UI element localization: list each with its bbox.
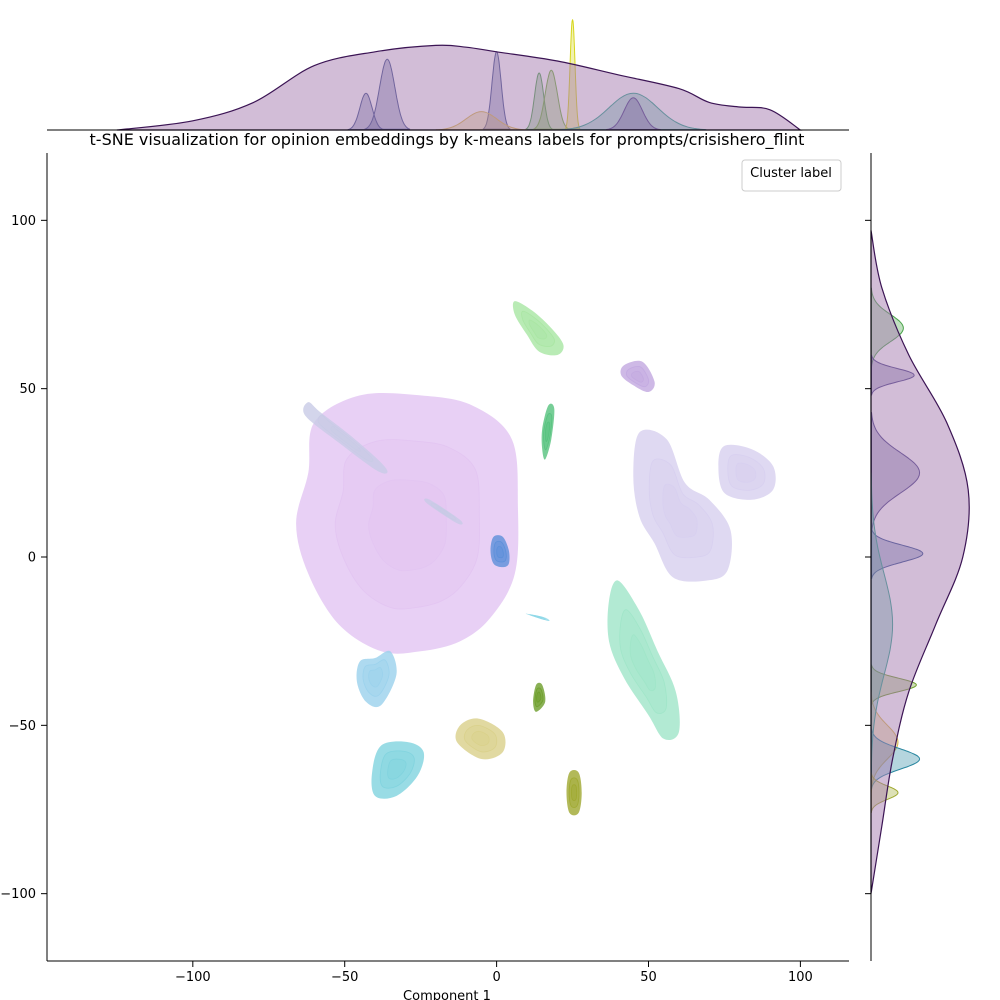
cluster-7-region [633, 429, 732, 582]
cluster-4-region [512, 301, 564, 356]
cluster-6-density [620, 360, 655, 393]
cluster-11-contour-1 [368, 666, 384, 688]
x-tick-label: 0 [492, 970, 500, 985]
legend-title: Cluster label [750, 166, 832, 181]
y-tick-label: 100 [11, 214, 36, 229]
top-marginal-kde [47, 19, 849, 131]
cluster-11-contour-0 [362, 659, 390, 697]
cluster-0-region [296, 392, 519, 654]
cluster-3-contour-1 [496, 546, 504, 559]
cluster-1-contour-1 [330, 425, 361, 452]
cluster-9-region [607, 580, 680, 741]
cluster-1-region [303, 402, 388, 474]
cluster-1-density [303, 402, 388, 474]
cluster-6-contour-1 [631, 370, 644, 383]
x-tick-label: −50 [331, 970, 358, 985]
x-tick-label: 100 [788, 970, 813, 985]
cluster-10-contour-1 [533, 615, 543, 619]
chart-title: t-SNE visualization for opinion embeddin… [90, 130, 805, 150]
cluster-11-density [356, 650, 397, 708]
cluster-15-density [566, 769, 582, 816]
cluster-14-density [371, 741, 425, 799]
y-tick-label: −100 [0, 887, 36, 902]
cluster-2-density [424, 498, 463, 525]
cluster-13-contour-1 [471, 730, 490, 747]
x-tick-label: 50 [640, 970, 657, 985]
cluster-7-contour-0 [648, 458, 714, 559]
cluster-5-contour-1 [544, 421, 551, 442]
cluster-2-region [424, 498, 463, 525]
y-tick-label: −50 [9, 719, 36, 734]
right-marginal-ticks [865, 219, 871, 895]
cluster-15-contour-1 [570, 784, 578, 801]
cluster-5-region [541, 403, 555, 460]
cluster-2-contour-0 [430, 502, 457, 521]
cluster-11-region [356, 650, 397, 708]
cluster-13-contour-0 [463, 724, 498, 753]
cluster-7-density [633, 429, 732, 582]
y-axis-ticks: 100 50 0 −50 −100 [0, 214, 47, 902]
cluster-9-contour-1 [629, 634, 656, 692]
y-tick-label: 50 [19, 382, 36, 397]
right-marginal-kde [870, 153, 970, 961]
cluster-14-contour-1 [387, 758, 407, 780]
legend-frame [741, 159, 842, 192]
main-axes: −100 −50 0 50 100 100 50 0 −50 −100 Component 1 [0, 153, 871, 1000]
cluster-8-density [718, 444, 776, 500]
x-axis-ticks: −100 −50 0 50 100 [175, 961, 813, 985]
cluster-4-density [512, 301, 564, 356]
cluster-5-density [541, 403, 555, 460]
cluster-0-density [296, 392, 519, 654]
legend[interactable]: Cluster label [741, 159, 842, 192]
cluster-8-contour-0 [727, 454, 766, 491]
cluster-2-contour-1 [436, 506, 451, 517]
cluster-6-region [620, 360, 655, 393]
cluster-3-density [490, 535, 510, 568]
cluster-densities [296, 301, 776, 816]
cluster-14-contour-0 [379, 750, 415, 789]
y-tick-label: 0 [28, 551, 36, 566]
cluster-12-contour-1 [536, 691, 542, 703]
cluster-12-density [533, 682, 546, 712]
right-marginal-density [870, 230, 970, 894]
cluster-0-contour-1 [368, 479, 447, 572]
cluster-15-contour-0 [568, 777, 580, 808]
x-tick-label: −100 [175, 970, 211, 985]
cluster-7-contour-1 [662, 483, 698, 538]
cluster-10-density [525, 613, 550, 622]
x-axis-label: Component 1 [403, 989, 491, 1000]
cluster-4-contour-1 [528, 319, 548, 340]
cluster-8-contour-1 [735, 462, 757, 483]
cluster-0-contour-0 [334, 439, 480, 610]
cluster-6-contour-0 [625, 365, 650, 388]
top-marginal-density [116, 44, 803, 131]
cluster-13-density [455, 718, 506, 760]
cluster-9-density [607, 580, 680, 741]
